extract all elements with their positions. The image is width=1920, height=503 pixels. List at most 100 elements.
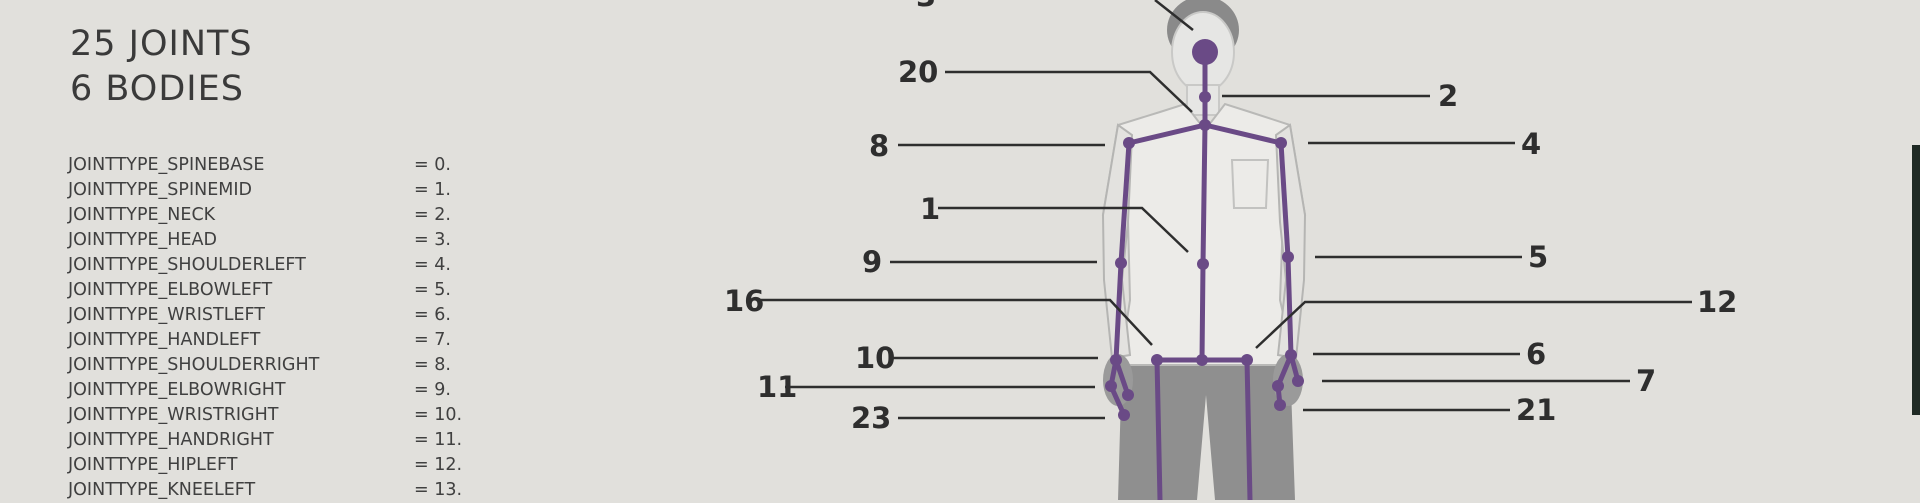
joint-shoulder-left xyxy=(1275,137,1287,149)
joint-hip-right xyxy=(1151,354,1163,366)
joint-row: JOINTTYPE_HANDRIGHT = 11. xyxy=(68,428,488,453)
joint-wrist-left xyxy=(1285,349,1297,361)
joint-row: JOINTTYPE_ELBOWLEFT = 5. xyxy=(68,278,488,303)
joint-name: JOINTTYPE_SPINEBASE xyxy=(68,155,265,175)
joint-value: = 9. xyxy=(414,380,451,400)
callout-number-16: 16 xyxy=(724,284,764,318)
joint-head xyxy=(1192,39,1218,65)
joint-value: = 1. xyxy=(414,180,451,200)
joint-value: = 4. xyxy=(414,255,451,275)
joint-row: JOINTTYPE_SPINEBASE = 0. xyxy=(68,153,488,178)
bone-thigh-left xyxy=(1244,357,1253,500)
joint-value: = 11. xyxy=(414,430,463,450)
callout-number-8: 8 xyxy=(869,129,889,163)
joint-row: JOINTTYPE_NECK = 2. xyxy=(68,203,488,228)
joint-value: = 2. xyxy=(414,205,451,225)
joint-row: JOINTTYPE_WRISTRIGHT = 10. xyxy=(68,403,488,428)
joint-value: = 8. xyxy=(414,355,451,375)
joint-value: = 0. xyxy=(414,155,451,175)
callout-number-7: 7 xyxy=(1636,364,1656,398)
joint-neck xyxy=(1199,91,1211,103)
joint-value: = 3. xyxy=(414,230,451,250)
bone-upperarm-right xyxy=(1118,140,1132,266)
joint-value: = 12. xyxy=(414,455,463,475)
joint-name: JOINTTYPE_SHOULDERLEFT xyxy=(68,255,306,275)
callout-line-16 xyxy=(760,298,1153,346)
joint-row: JOINTTYPE_HANDLEFT = 7. xyxy=(68,328,488,353)
bone-shoulder-left xyxy=(1202,122,1284,146)
joint-row: JOINTTYPE_SPINEMID = 1. xyxy=(68,178,488,203)
callout-line-3 xyxy=(1154,0,1194,31)
joint-hip-left xyxy=(1241,354,1253,366)
callout-number-3: 3 xyxy=(916,0,936,13)
bone-thumb-right xyxy=(1113,357,1131,398)
joint-thumb-left xyxy=(1272,380,1284,392)
joint-name: JOINTTYPE_ELBOWRIGHT xyxy=(68,380,286,400)
joint-row: JOINTTYPE_HIPLEFT = 12. xyxy=(68,453,488,478)
bodies-count-title: 6 BODIES xyxy=(70,69,244,109)
callout-number-12: 12 xyxy=(1697,285,1737,319)
joint-name: JOINTTYPE_ELBOWLEFT xyxy=(68,280,273,300)
heading: 25 JOINTS 6 BODIES xyxy=(70,22,253,112)
joint-shoulder-right xyxy=(1123,137,1135,149)
joint-row: JOINTTYPE_SHOULDERRIGHT = 8. xyxy=(68,353,488,378)
callout-number-11: 11 xyxy=(757,370,797,404)
callout-number-5: 5 xyxy=(1528,240,1548,274)
joint-row: JOINTTYPE_HEAD = 3. xyxy=(68,228,488,253)
callout-number-6: 6 xyxy=(1526,337,1546,371)
callout-number-9: 9 xyxy=(862,245,882,279)
callout-number-10: 10 xyxy=(855,341,895,375)
joint-value: = 13. xyxy=(414,480,463,500)
joint-name: JOINTTYPE_HANDRIGHT xyxy=(68,430,274,450)
callout-line-20 xyxy=(945,70,1193,113)
skeleton-joints xyxy=(1105,39,1304,421)
joint-hand-right xyxy=(1105,380,1117,392)
joint-handtip-right xyxy=(1118,409,1130,421)
joint-name: JOINTTYPE_SHOULDERRIGHT xyxy=(68,355,320,375)
bone-thigh-right xyxy=(1154,357,1163,500)
joint-name: JOINTTYPE_WRISTLEFT xyxy=(68,305,265,325)
joint-type-list: JOINTTYPE_SPINEBASE = 0. JOINTTYPE_SPINEM… xyxy=(68,153,488,503)
callout-number-1: 1 xyxy=(920,192,940,226)
callout-number-4: 4 xyxy=(1521,127,1541,161)
joint-name: JOINTTYPE_SPINEMID xyxy=(68,180,253,200)
callout-number-2: 2 xyxy=(1438,79,1458,113)
joint-row: JOINTTYPE_WRISTLEFT = 6. xyxy=(68,303,488,328)
callout-lines xyxy=(760,0,1692,420)
joint-thumb-right xyxy=(1122,389,1134,401)
callout-number-21: 21 xyxy=(1516,393,1556,427)
joint-elbow-right xyxy=(1115,257,1127,269)
joint-row: JOINTTYPE_SHOULDERLEFT = 4. xyxy=(68,253,488,278)
bone-shoulder-right xyxy=(1126,122,1208,146)
bone-forearm-right xyxy=(1113,260,1124,363)
joint-name: JOINTTYPE_WRISTRIGHT xyxy=(68,405,279,425)
joint-value: = 6. xyxy=(414,305,451,325)
joint-handtip-left xyxy=(1274,399,1286,411)
joint-wrist-right xyxy=(1110,354,1122,366)
joint-elbow-left xyxy=(1282,251,1294,263)
callout-number-20: 20 xyxy=(898,55,938,89)
joint-spine-mid xyxy=(1197,258,1209,270)
joints-count-title: 25 JOINTS xyxy=(70,24,253,64)
joint-row: JOINTTYPE_ELBOWRIGHT = 9. xyxy=(68,378,488,403)
joint-value: = 10. xyxy=(414,405,463,425)
joint-name: JOINTTYPE_HIPLEFT xyxy=(68,455,238,475)
bone-spine-upper xyxy=(1200,122,1208,267)
joint-hand-left xyxy=(1292,375,1304,387)
joint-spine-base xyxy=(1196,354,1208,366)
joint-value: = 5. xyxy=(414,280,451,300)
joint-name: JOINTTYPE_NECK xyxy=(68,205,216,225)
callout-line-12 xyxy=(1255,300,1692,349)
callout-number-23: 23 xyxy=(851,401,891,435)
right-edge-strip xyxy=(1912,145,1920,415)
bone-spine-lower xyxy=(1199,261,1206,363)
joint-name: JOINTTYPE_HANDLEFT xyxy=(68,330,261,350)
joint-spine-shoulder xyxy=(1199,119,1211,131)
pants-shape xyxy=(1118,360,1295,500)
joint-row: JOINTTYPE_KNEELEFT = 13. xyxy=(68,478,488,503)
callout-line-1 xyxy=(938,206,1189,253)
joint-name: JOINTTYPE_KNEELEFT xyxy=(68,480,256,500)
shirt-pocket-shape xyxy=(1230,159,1270,209)
joint-value: = 7. xyxy=(414,330,451,350)
